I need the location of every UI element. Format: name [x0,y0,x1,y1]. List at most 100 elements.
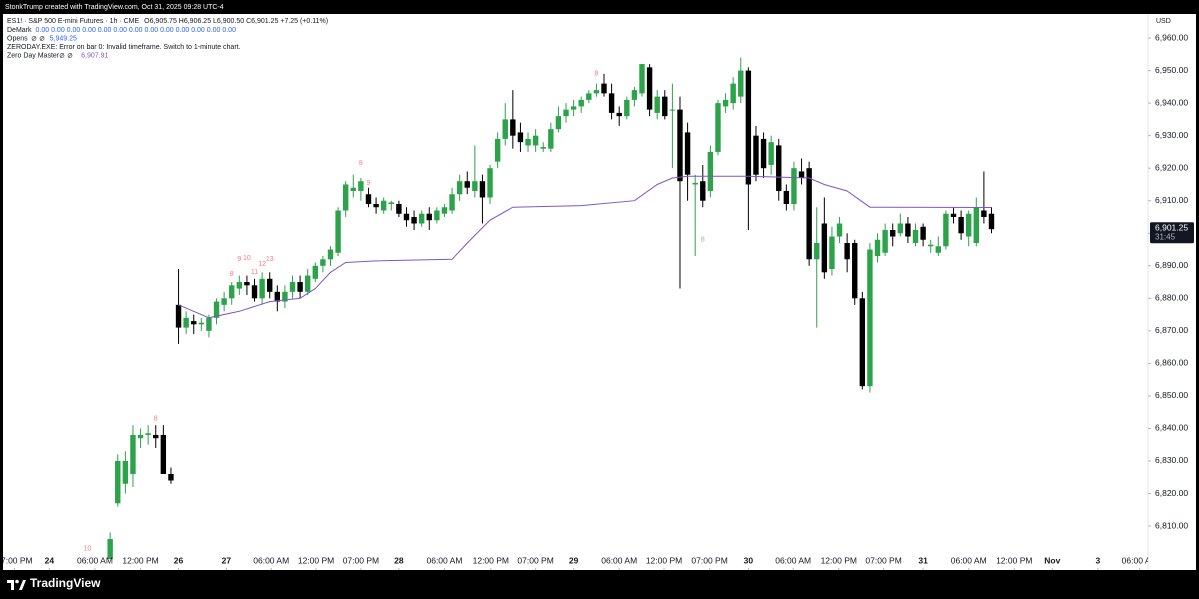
candle-body [928,244,934,247]
x-tick-label: 07:00 PM [691,555,727,565]
candle-body [441,207,448,214]
candle-body [259,278,265,299]
x-tick-label: 06:00 AM [775,555,811,565]
candle-body [616,112,622,117]
legend-line: DeMark 0.00 0.00 0.00 0.00 0.00 0.00 0.00… [7,27,236,34]
candle-body [487,168,493,198]
legend-line: ZERODAY.EXE: Error on bar 0: Invalid tim… [7,44,241,51]
candle-body [912,230,919,244]
candle-body [700,181,706,201]
candle-body [852,243,858,299]
candle-body [456,181,463,195]
candle-body [563,109,569,117]
candle-body [396,203,402,214]
x-tick-label: 07:00 PM [343,555,379,565]
candle-body [464,181,470,188]
candle-body [525,138,531,146]
x-tick-label: 31 [918,555,928,565]
candle-body [981,210,987,217]
y-tick-label: 6,820.00 [1155,488,1188,498]
candle-body [115,460,121,504]
x-tick-label: 12:00 PM [298,555,334,565]
candle-body [494,138,501,162]
candle-body [510,119,516,136]
y-tick-label: 6,810.00 [1155,520,1188,530]
x-tick-label: 06:00 AM [77,555,113,565]
candle-body [730,83,736,104]
brand: TradingView [30,576,101,590]
candle-body [107,539,113,559]
candle-body [943,213,949,247]
candle-body [122,460,129,484]
candle-body [707,151,714,191]
candle-body [806,168,812,260]
candle-body [874,239,881,257]
candle-body [867,249,873,387]
countdown: 31:45 [1155,232,1176,241]
candle-body [449,194,455,211]
logo [7,579,26,590]
candle-body [289,282,296,292]
candle-body [669,109,676,111]
candle-body [388,202,394,204]
candle-body [814,243,820,260]
currency: USD [1156,18,1171,25]
x-tick-label: Nov [1044,555,1060,565]
demark-count: 8 [359,160,363,167]
candle-body [662,96,668,117]
candle-body [624,99,630,117]
candle-body [335,210,341,253]
candle-body [905,223,911,237]
legend-name: DeMark [7,27,32,34]
candle-body [320,259,326,266]
candle-body [472,181,478,191]
candle-body [958,216,964,234]
legend-symbol: ES1! · S&P 500 E-mini Futures · 1h · CME… [7,18,328,25]
chart-panel [3,14,1196,570]
x-tick-label: 06:00 AM [1122,555,1158,565]
legend-value: 0.00 0.00 0.00 0.00 0.00 0.00 0.00 0.00 … [36,27,237,34]
demark-count: 10 [83,546,91,553]
candle-body [479,181,486,198]
candle-body [229,285,235,299]
y-tick-label: 6,910.00 [1155,195,1188,205]
candle-body [836,223,843,237]
candle-body [859,298,866,387]
demark-count: 13 [266,256,274,263]
legend-name: Opens [7,35,28,42]
candle-body [213,301,220,318]
demark-count: 11 [251,269,258,276]
candle-body [236,282,243,289]
candle-body [608,93,615,113]
y-tick-label: 6,950.00 [1155,65,1188,75]
candle-body [342,184,349,211]
demark-count: 8 [594,71,598,78]
x-tick-label: 26 [174,555,184,565]
x-tick-label: 07:00 PM [517,555,553,565]
candle-body [844,243,850,260]
candle-body [502,119,508,139]
y-tick-label: 6,930.00 [1155,130,1188,140]
x-tick-label: 12:00 PM [821,555,857,565]
candle-body [965,213,972,237]
y-tick-label: 6,890.00 [1155,260,1188,270]
candle-body [586,93,592,100]
y-tick-label: 6,940.00 [1155,97,1188,107]
candle-body [950,213,957,217]
y-tick-label: 6,840.00 [1155,423,1188,433]
candle-body [646,67,653,110]
candle-body [267,278,273,292]
candle-body [745,70,752,185]
hidden-icons [31,36,45,41]
y-tick-label: 6,830.00 [1155,455,1188,465]
candle-body [418,213,425,224]
legend-line: Zero Day Master 6,907.91 [7,52,108,59]
candle-body [282,291,288,302]
candle-body [639,64,645,94]
x-tick-label: 06:00 AM [426,555,462,565]
x-tick-label: 06:00 AM [951,555,987,565]
credit: StonkTrump created with TradingView.com,… [5,4,224,11]
candle-body [403,213,410,221]
